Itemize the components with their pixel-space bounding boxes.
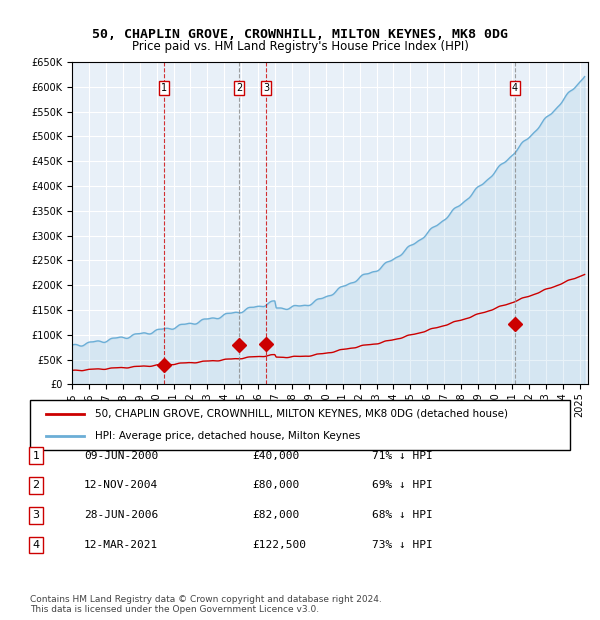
Text: £80,000: £80,000 <box>252 480 299 490</box>
Text: £122,500: £122,500 <box>252 540 306 550</box>
Text: £40,000: £40,000 <box>252 451 299 461</box>
Text: 3: 3 <box>32 510 40 520</box>
Text: Contains HM Land Registry data © Crown copyright and database right 2024.: Contains HM Land Registry data © Crown c… <box>30 595 382 604</box>
Text: 1: 1 <box>161 83 167 93</box>
Text: Price paid vs. HM Land Registry's House Price Index (HPI): Price paid vs. HM Land Registry's House … <box>131 40 469 53</box>
Text: 28-JUN-2006: 28-JUN-2006 <box>84 510 158 520</box>
Text: 71% ↓ HPI: 71% ↓ HPI <box>372 451 433 461</box>
Text: 12-NOV-2004: 12-NOV-2004 <box>84 480 158 490</box>
Text: 50, CHAPLIN GROVE, CROWNHILL, MILTON KEYNES, MK8 0DG (detached house): 50, CHAPLIN GROVE, CROWNHILL, MILTON KEY… <box>95 409 508 419</box>
Text: 12-MAR-2021: 12-MAR-2021 <box>84 540 158 550</box>
Text: 50, CHAPLIN GROVE, CROWNHILL, MILTON KEYNES, MK8 0DG: 50, CHAPLIN GROVE, CROWNHILL, MILTON KEY… <box>92 28 508 41</box>
Text: 73% ↓ HPI: 73% ↓ HPI <box>372 540 433 550</box>
Text: This data is licensed under the Open Government Licence v3.0.: This data is licensed under the Open Gov… <box>30 604 319 614</box>
FancyBboxPatch shape <box>30 400 570 450</box>
Text: 68% ↓ HPI: 68% ↓ HPI <box>372 510 433 520</box>
Text: HPI: Average price, detached house, Milton Keynes: HPI: Average price, detached house, Milt… <box>95 431 360 441</box>
Text: 09-JUN-2000: 09-JUN-2000 <box>84 451 158 461</box>
Text: 3: 3 <box>263 83 269 93</box>
Text: 69% ↓ HPI: 69% ↓ HPI <box>372 480 433 490</box>
Text: 4: 4 <box>512 83 518 93</box>
Text: 4: 4 <box>32 540 40 550</box>
Text: £82,000: £82,000 <box>252 510 299 520</box>
Text: 2: 2 <box>32 480 40 490</box>
Text: 2: 2 <box>236 83 242 93</box>
Text: 1: 1 <box>32 451 40 461</box>
